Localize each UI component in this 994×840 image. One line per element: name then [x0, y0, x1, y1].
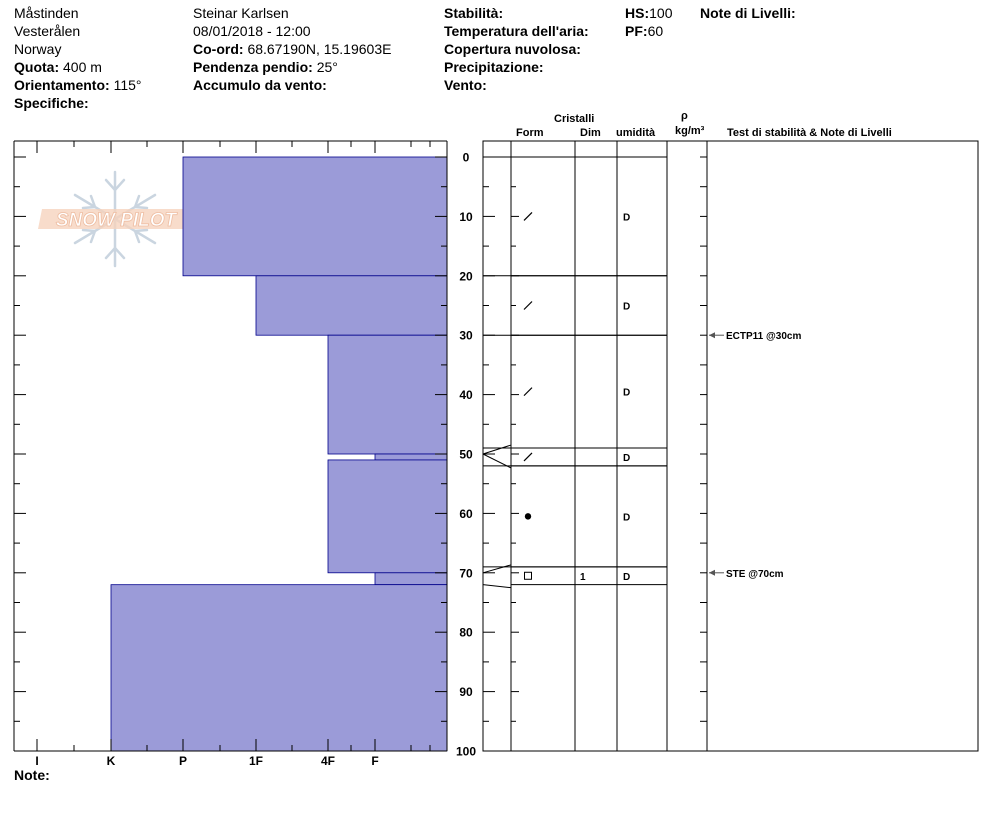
layer-connector: [482, 444, 512, 455]
air-temp-label: Temperatura dell'aria:: [444, 23, 589, 39]
hardness-bar: [110, 584, 448, 752]
decomposing-stroke: [523, 211, 533, 221]
depth-label: 60: [459, 507, 473, 521]
layer-table-frame: [482, 140, 979, 752]
site-name: Måstinden: [14, 5, 79, 21]
layer-moisture: D: [623, 302, 630, 313]
hardness-bar: [327, 334, 448, 455]
stability-label: Stabilità:: [444, 5, 504, 21]
hardness-bar: [374, 453, 448, 461]
region-name: Vesterålen: [14, 23, 81, 39]
layer-moisture: D: [623, 388, 630, 399]
precipitation-label: Precipitazione:: [444, 59, 544, 75]
hardness-label: 4F: [321, 754, 335, 768]
penetration: PF:60: [625, 22, 663, 40]
pf-label: PF:: [625, 23, 648, 39]
moisture-header: umidità: [616, 127, 656, 139]
hardness-label: K: [107, 754, 116, 768]
faceted-icon: [524, 571, 532, 580]
hardness-bar: [374, 572, 448, 586]
layer-connector: [482, 564, 512, 574]
decomposing-stroke: [523, 301, 533, 310]
form-header: Form: [516, 127, 544, 139]
slope-value: 25°: [316, 59, 338, 75]
layer-moisture: D: [623, 512, 630, 523]
hardness-label: P: [179, 754, 187, 768]
coordinates: Co-ord: 68.67190N, 15.19603E: [193, 40, 391, 58]
layer-size: 1: [580, 572, 586, 583]
depth-label: 70: [459, 566, 473, 580]
aspect-value: 115°: [113, 77, 142, 93]
layer-moisture: D: [623, 212, 630, 223]
wind-label: Vento:: [444, 77, 487, 93]
wind-loading-label: Accumulo da vento:: [193, 77, 327, 93]
specifics-label: Specifiche:: [14, 95, 89, 111]
pf-value: 60: [647, 23, 664, 39]
snowpilot-logo: SNOW PILOT: [38, 170, 193, 268]
rounded-grain-icon: [524, 513, 532, 520]
depth-label: 50: [459, 448, 473, 462]
depth-label: 0: [463, 151, 470, 165]
depth-label: 20: [459, 269, 473, 283]
slope-label: Pendenza pendio:: [193, 59, 313, 75]
hardness-label: I: [35, 754, 38, 768]
elevation: Quota: 400 m: [14, 58, 102, 76]
stability-tests: ECTP11 @30cm STE @70cm: [709, 331, 801, 580]
aspect-label: Orientamento:: [14, 77, 110, 93]
slope: Pendenza pendio: 25°: [193, 58, 338, 76]
hardness-bar: [182, 156, 448, 277]
decomposing-icon: [523, 301, 533, 310]
size-header: Dim: [580, 127, 601, 139]
depth-label: 30: [459, 329, 473, 343]
crystals-header: Cristalli: [554, 113, 595, 125]
logo-text: SNOW PILOT: [56, 210, 178, 231]
chart-frames: I K P 1F 4F F: [13, 140, 979, 768]
decomposing-stroke: [523, 387, 533, 397]
elevation-value: 400 m: [63, 59, 102, 75]
hardness-profile: [110, 156, 448, 752]
decomposing-stroke: [523, 452, 533, 462]
observation-datetime: 08/01/2018 - 12:00: [193, 23, 311, 39]
layer-connector: [482, 584, 512, 589]
test-arrow-head: [709, 569, 715, 576]
hs-label: HS:: [625, 5, 650, 21]
hardness-label: F: [371, 754, 378, 768]
elevation-label: Quota:: [14, 59, 60, 75]
observer-name: Steinar Karlsen: [193, 5, 289, 21]
layer-moisture: D: [623, 572, 630, 583]
tests-header: Test di stabilità & Note di Livelli: [727, 127, 892, 139]
density-unit-header: kg/m³: [675, 125, 705, 137]
layer-moisture: D: [623, 453, 630, 464]
snow-height: HS:100: [625, 4, 672, 22]
coordinates-label: Co-ord:: [193, 41, 244, 57]
decomposing-icon: [523, 211, 533, 221]
decomposing-icon: [523, 387, 533, 397]
layer-notes-label: Note di Livelli:: [700, 5, 796, 21]
depth-label: 80: [459, 626, 473, 640]
coordinates-value: 68.67190N, 15.19603E: [247, 41, 392, 57]
depth-label: 100: [456, 745, 476, 759]
decomposing-icon: [523, 452, 533, 462]
rho-header: ρ: [681, 110, 688, 122]
depth-label: 90: [459, 685, 473, 699]
country-name: Norway: [14, 41, 62, 57]
hardness-bar: [327, 459, 448, 574]
test-arrow-head: [709, 332, 715, 339]
cloud-cover-label: Copertura nuvolosa:: [444, 41, 581, 57]
hs-value: 100: [649, 5, 673, 21]
rounded-grain-dot: [524, 513, 532, 520]
notes-label: Note:: [14, 767, 50, 783]
hardness-label: 1F: [249, 754, 263, 768]
test-label: STE @70cm: [726, 569, 784, 580]
aspect: Orientamento: 115°: [14, 76, 142, 94]
depth-label: 10: [459, 210, 473, 224]
faceted-square: [524, 571, 532, 580]
hardness-bar: [255, 275, 448, 336]
layer-connector: [482, 453, 512, 469]
test-label: ECTP11 @30cm: [726, 331, 801, 342]
depth-label: 40: [459, 388, 473, 402]
layer-table: D D D D D 1 D: [482, 156, 667, 589]
